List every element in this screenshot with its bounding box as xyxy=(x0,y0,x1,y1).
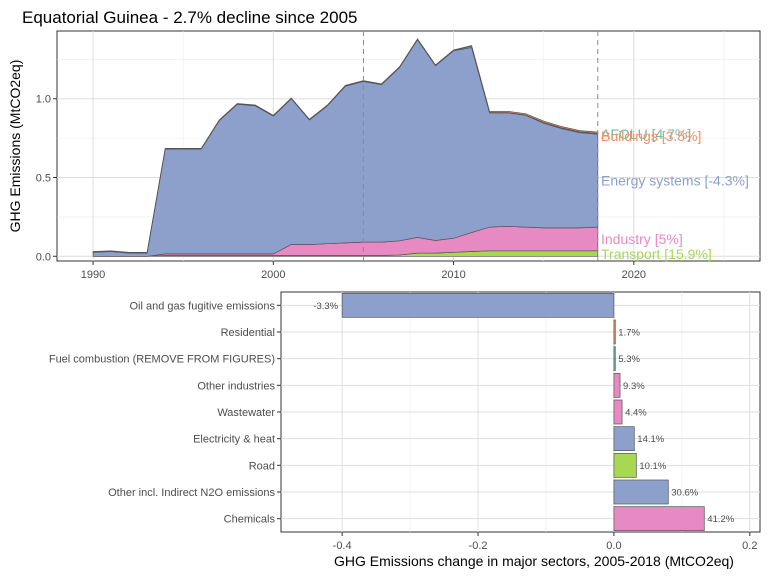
series-end-labels: AFOLU [4.7%]Buildings [3.5%] Energy syste… xyxy=(601,126,749,262)
series-end-label: Energy systems [-4.3%] xyxy=(601,173,749,189)
bar-value-label: 1.7% xyxy=(618,328,640,339)
bar-value-label: 30.6% xyxy=(671,488,698,499)
chart-title: Equatorial Guinea - 2.7% decline since 2… xyxy=(22,8,358,27)
x-tick-label: 0.0 xyxy=(606,540,621,552)
bottom-axes: Oil and gas fugitive emissions Residentia… xyxy=(49,300,758,552)
bar-chart: -3.3% 1.7% 5.3% 9.3% 4.4% 14.1% 10.1% 30.6% 41.2… xyxy=(49,291,761,569)
sector-bar xyxy=(613,319,616,345)
category-label: Other industries xyxy=(197,380,275,392)
sector-bar xyxy=(341,292,615,318)
top-axes: 1990 2000 2010 2020 0.0 0.5 1.0 xyxy=(36,94,646,281)
y-axis-label: GHG Emissions (MtCO2eq) xyxy=(7,60,23,233)
x-axis-label: GHG Emissions change in major sectors, 2… xyxy=(334,553,734,569)
category-label: Chemicals xyxy=(224,514,276,526)
bar-value-label: -3.3% xyxy=(313,301,338,312)
sector-bars: -3.3% 1.7% 5.3% 9.3% 4.4% 14.1% 10.1% 30.6% 41.2… xyxy=(313,292,735,532)
x-tick-label: -0.2 xyxy=(469,540,488,552)
series-end-label: Transport [15.9%] xyxy=(601,246,712,262)
x-tick-label: 0.2 xyxy=(742,540,757,552)
sector-bar xyxy=(613,372,621,398)
category-label: Oil and gas fugitive emissions xyxy=(129,300,275,312)
area-chart: Equatorial Guinea - 2.7% decline since 2… xyxy=(7,8,761,281)
y-tick-label: 1.0 xyxy=(36,94,51,106)
bar-value-label: 14.1% xyxy=(637,434,664,445)
category-label: Wastewater xyxy=(217,407,275,419)
sector-bar xyxy=(613,426,635,452)
series-end-label: AFOLU [4.7%] xyxy=(601,126,691,142)
category-label: Electricity & heat xyxy=(193,434,275,446)
category-label: Residential xyxy=(221,327,275,339)
sector-bar xyxy=(613,399,623,425)
bar-value-label: 9.3% xyxy=(623,381,645,392)
x-tick-label: -0.4 xyxy=(333,540,352,552)
bar-value-label: 5.3% xyxy=(618,354,640,365)
series-end-label: Buildings [3.5%] xyxy=(601,128,701,144)
series-end-label: Industry [5%] xyxy=(601,231,683,247)
reference-lines xyxy=(362,31,599,261)
bar-value-label: 4.4% xyxy=(625,408,647,419)
y-tick-label: 0.5 xyxy=(36,173,51,185)
x-tick-label: 2010 xyxy=(441,269,465,281)
category-label: Other incl. Indirect N2O emissions xyxy=(108,487,275,499)
sector-bar xyxy=(613,479,669,505)
sector-bar xyxy=(613,346,616,372)
bar-value-label: 41.2% xyxy=(707,514,734,525)
bar-value-label: 10.1% xyxy=(639,461,666,472)
category-label: Fuel combustion (REMOVE FROM FIGURES) xyxy=(49,354,275,366)
x-tick-label: 2000 xyxy=(261,269,285,281)
x-tick-label: 2020 xyxy=(622,269,646,281)
sector-bar xyxy=(613,506,705,532)
y-tick-label: 0.0 xyxy=(36,251,51,263)
x-tick-label: 1990 xyxy=(81,269,105,281)
category-label: Road xyxy=(249,460,275,472)
sector-bar xyxy=(613,452,637,478)
